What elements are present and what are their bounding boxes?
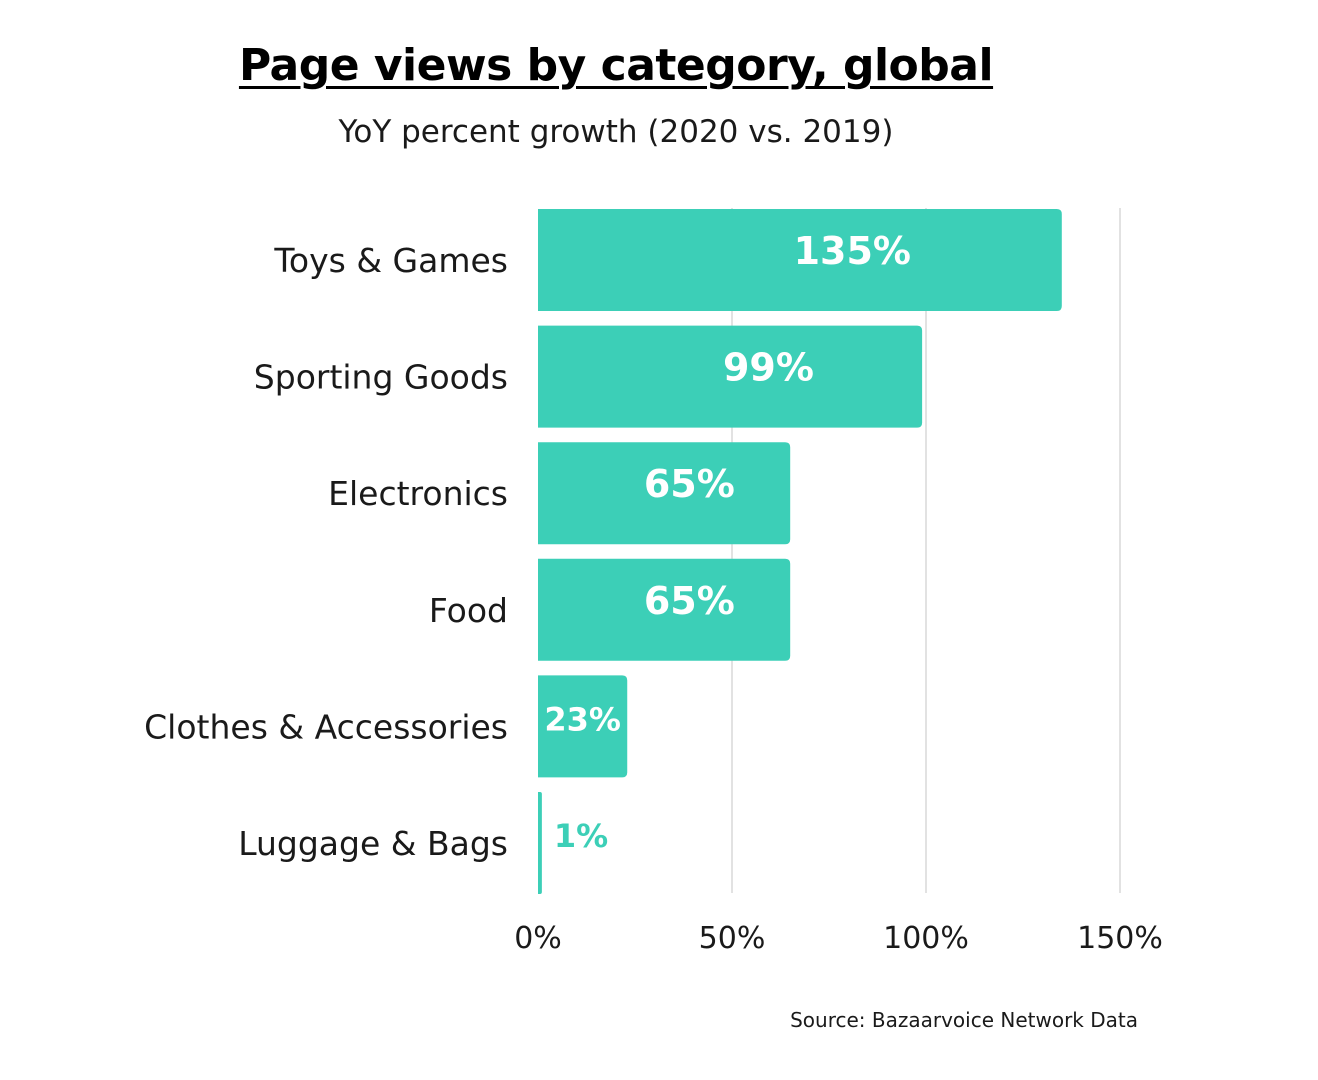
value-label: 135% [794, 229, 911, 273]
bar-1 [538, 325, 923, 428]
category-label: Electronics [328, 474, 508, 513]
x-tick-label: 50% [699, 921, 766, 956]
chart-title: Page views by category, global [238, 40, 994, 91]
chart-subtitle: YoY percent growth (2020 vs. 2019) [338, 114, 894, 150]
category-label: Luggage & Bags [238, 824, 508, 863]
bar-0 [538, 209, 1062, 311]
category-label: Clothes & Accessories [144, 707, 508, 746]
value-labels: 135% 99% 65% 65% 23% 1% [544, 229, 911, 855]
category-labels: Toys & Games Sporting Goods Electronics Foo… [144, 241, 508, 863]
gridlines [731, 208, 1121, 893]
value-label: 1% [554, 817, 608, 855]
bar-2 [538, 442, 791, 545]
bar-chart: Toys & Games Sporting Goods Electronics Foo… [144, 208, 1163, 956]
source-note: Source: Bazaarvoice Network Data [790, 1008, 1138, 1032]
x-tick-label: 0% [514, 921, 562, 956]
value-label: 99% [723, 346, 814, 390]
bars [538, 209, 1062, 894]
bar-5 [538, 792, 542, 894]
category-label: Toys & Games [273, 241, 508, 280]
bar-3 [538, 558, 791, 661]
x-tick-label: 100% [883, 921, 969, 956]
bar-4 [538, 675, 628, 778]
value-label: 23% [544, 700, 621, 738]
category-label: Food [429, 591, 508, 630]
value-label: 65% [644, 579, 735, 623]
category-label: Sporting Goods [254, 358, 508, 397]
x-axis-tick-labels: 0% 50% 100% 150% [514, 921, 1163, 956]
x-tick-label: 150% [1077, 921, 1163, 956]
value-label: 65% [644, 462, 735, 506]
